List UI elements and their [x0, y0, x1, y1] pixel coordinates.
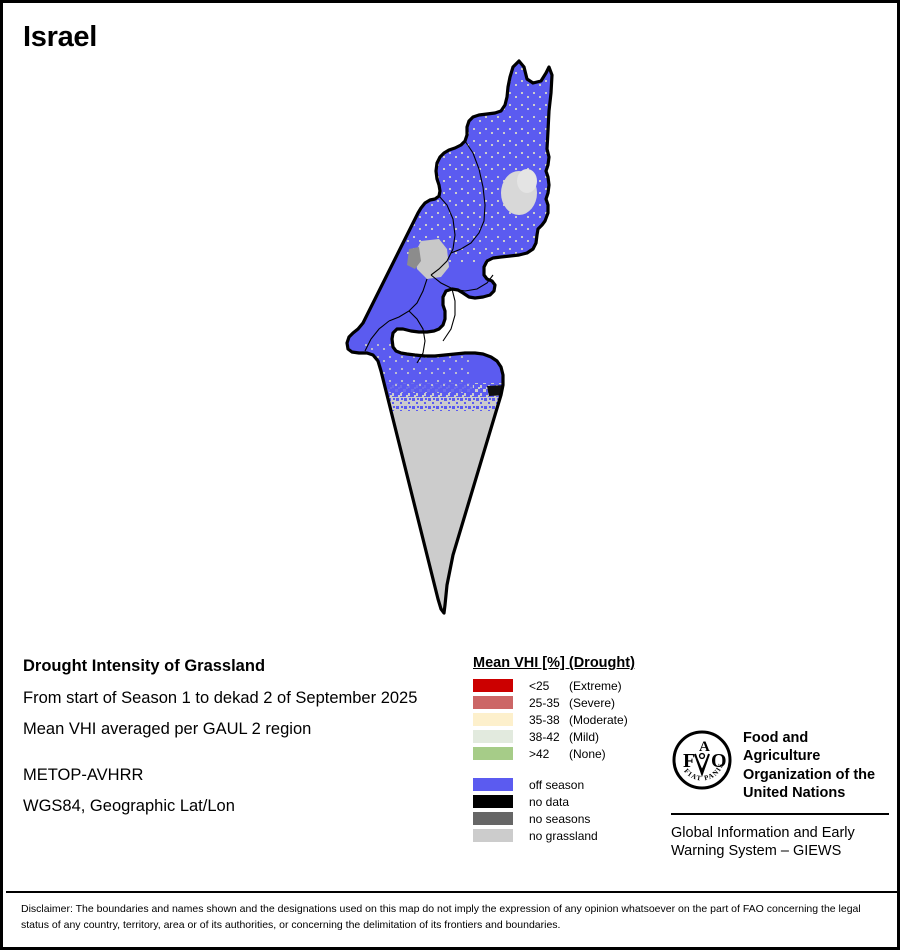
- legend-range-severe: 25-35: [529, 695, 560, 710]
- fao-organization-name: Food and Agriculture Organization of the…: [743, 729, 889, 803]
- legend-category-none: (None): [569, 746, 606, 761]
- legend-item-no-data[interactable]: no data: [473, 793, 673, 810]
- legend-swatch-no-seasons: [473, 812, 513, 825]
- legend-swatch-no-grassland: [473, 829, 513, 842]
- fao-block: F A O FIAT PANIS Food and Agriculture Or…: [671, 729, 889, 861]
- giews-line1: Global Information and Early: [671, 824, 855, 841]
- legend-label-no-grassland: no grassland: [529, 828, 598, 843]
- legend-label-severe: 25-35 (Severe): [529, 696, 615, 710]
- fao-org-line2: Organization of the: [743, 766, 876, 783]
- fao-org-line3: United Nations: [743, 785, 846, 802]
- raster-no-seasons-ridge: [407, 247, 421, 269]
- fao-divider: [671, 812, 889, 815]
- legend-category-moderate: (Moderate): [569, 712, 628, 727]
- map-canvas[interactable]: [3, 53, 897, 643]
- legend-swatch-none: [473, 747, 513, 760]
- legend-range-mild: 38-42: [529, 729, 560, 744]
- description-projection: WGS84, Geographic Lat/Lon: [23, 797, 235, 815]
- legend-swatch-moderate: [473, 713, 513, 726]
- legend-swatch-no-data: [473, 795, 513, 808]
- fao-logo-icon: F A O FIAT PANIS: [671, 729, 733, 796]
- svg-text:O: O: [711, 750, 727, 772]
- legend-item-extreme[interactable]: <25 (Extreme): [473, 677, 673, 694]
- legend-gap: [473, 762, 673, 776]
- internal-boundaries: [364, 140, 494, 364]
- legend: Mean VHI [%] (Drought) <25 (Extreme) 25-3…: [473, 655, 673, 844]
- legend-label-moderate: 35-38 (Moderate): [529, 713, 628, 727]
- legend-category-severe: (Severe): [569, 695, 616, 710]
- svg-text:A: A: [699, 739, 710, 755]
- legend-range-moderate: 35-38: [529, 712, 560, 727]
- raster-no-data-dead-sea: [487, 384, 527, 396]
- svg-text:F: F: [683, 750, 695, 772]
- legend-swatch-extreme: [473, 679, 513, 692]
- legend-label-no-seasons: no seasons: [529, 811, 591, 826]
- description-heading: Drought Intensity of Grassland: [23, 657, 266, 675]
- legend-label-mild: 38-42 (Mild): [529, 730, 599, 744]
- description-sensor: METOP-AVHRR: [23, 765, 144, 784]
- raster-no-grassland-galilee-inner: [517, 169, 537, 193]
- legend-item-no-grassland[interactable]: no grassland: [473, 827, 673, 844]
- legend-item-no-seasons[interactable]: no seasons: [473, 810, 673, 827]
- raster-no-grassland-negev: [347, 401, 552, 613]
- legend-label-none: >42 (None): [529, 747, 606, 761]
- giews-name: Global Information and Early Warning Sys…: [671, 824, 889, 862]
- page-title: Israel: [23, 21, 97, 53]
- country-outline: [345, 59, 554, 615]
- legend-item-mild[interactable]: 38-42 (Mild): [473, 728, 673, 745]
- legend-label-no-data: no data: [529, 794, 570, 809]
- description-aggregation: Mean VHI averaged per GAUL 2 region: [23, 720, 312, 738]
- description-block: Drought Intensity of Grassland From star…: [23, 658, 463, 830]
- raster-coast-transition-lower: [347, 397, 513, 411]
- legend-swatch-mild: [473, 730, 513, 743]
- description-spacer: [23, 753, 463, 767]
- legend-category-mild: (Mild): [569, 729, 599, 744]
- legend-item-moderate[interactable]: 35-38 (Moderate): [473, 711, 673, 728]
- legend-label-off-season: off season: [529, 777, 585, 792]
- disclaimer-text: Disclaimer: The boundaries and names sho…: [21, 903, 861, 932]
- legend-swatch-off-season: [473, 778, 513, 791]
- legend-item-severe[interactable]: 25-35 (Severe): [473, 694, 673, 711]
- legend-swatch-severe: [473, 696, 513, 709]
- description-period: From start of Season 1 to dekad 2 of Sep…: [23, 688, 418, 707]
- raster-no-grassland-ridge: [415, 239, 449, 279]
- legend-range-extreme: <25: [529, 678, 550, 693]
- giews-line2: Warning System – GIEWS: [671, 843, 842, 860]
- legend-item-none[interactable]: >42 (None): [473, 745, 673, 762]
- fao-header: F A O FIAT PANIS Food and Agriculture Or…: [671, 729, 889, 803]
- legend-label-extreme: <25 (Extreme): [529, 679, 622, 693]
- fao-org-line1: Food and Agriculture: [743, 730, 821, 765]
- legend-title: Mean VHI [%] (Drought): [473, 655, 635, 671]
- legend-item-off-season[interactable]: off season: [473, 776, 673, 793]
- legend-range-none: >42: [529, 746, 550, 761]
- disclaimer-divider: [6, 891, 897, 893]
- legend-category-extreme: (Extreme): [569, 678, 622, 693]
